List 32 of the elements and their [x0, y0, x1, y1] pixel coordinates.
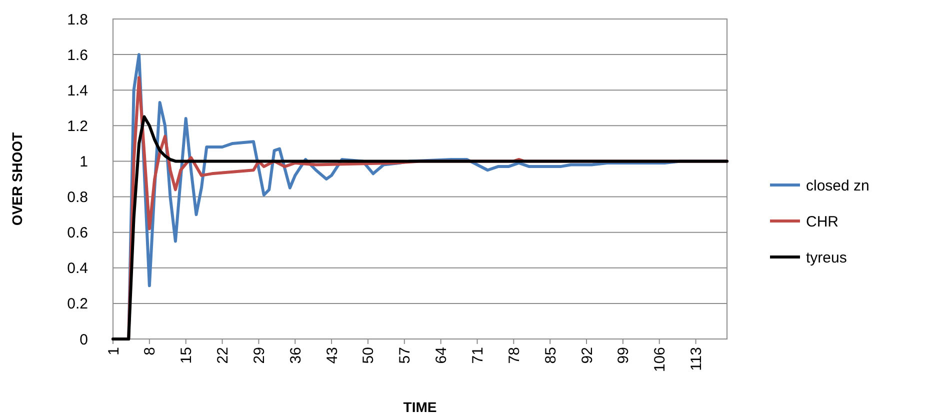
x-tick-label: 50 — [360, 347, 378, 364]
x-tick-label: 22 — [214, 347, 232, 364]
x-tick-label: 8 — [142, 347, 159, 356]
y-tick-label: 0.6 — [67, 224, 88, 242]
y-tick-label: 1.6 — [67, 46, 88, 64]
x-tick-label: 78 — [506, 347, 523, 364]
x-tick-label: 71 — [469, 347, 486, 364]
x-tick-label: 15 — [178, 347, 196, 364]
x-tick-label: 1 — [105, 347, 122, 356]
x-tick-label: 92 — [578, 347, 596, 364]
y-tick-label: 1.4 — [67, 82, 88, 100]
x-tick-label: 106 — [652, 347, 669, 372]
legend-label: tyreus — [806, 249, 847, 266]
x-tick-label: 36 — [287, 347, 304, 364]
y-tick-label: 0.8 — [67, 189, 88, 206]
x-tick-label: 85 — [542, 347, 560, 364]
y-tick-label: 1 — [80, 153, 88, 170]
x-tick-label: 57 — [396, 347, 414, 364]
x-tick-label: 113 — [688, 347, 706, 371]
x-axis-title: TIME — [403, 399, 437, 415]
x-tick-label: 64 — [433, 347, 450, 364]
y-tick-label: 1.8 — [67, 11, 88, 28]
x-tick-label: 29 — [250, 347, 268, 364]
legend-label: CHR — [806, 213, 839, 230]
y-tick-label: 1.2 — [67, 118, 88, 135]
y-tick-label: 0.4 — [67, 260, 88, 278]
x-tick-label: 43 — [324, 347, 341, 364]
y-tick-label: 0.2 — [67, 296, 88, 313]
y-axis-title: OVER SHOOT — [9, 132, 25, 226]
x-tick-label: 99 — [615, 347, 632, 364]
legend-label: closed zn — [806, 177, 870, 194]
y-tick-label: 0 — [80, 331, 88, 348]
